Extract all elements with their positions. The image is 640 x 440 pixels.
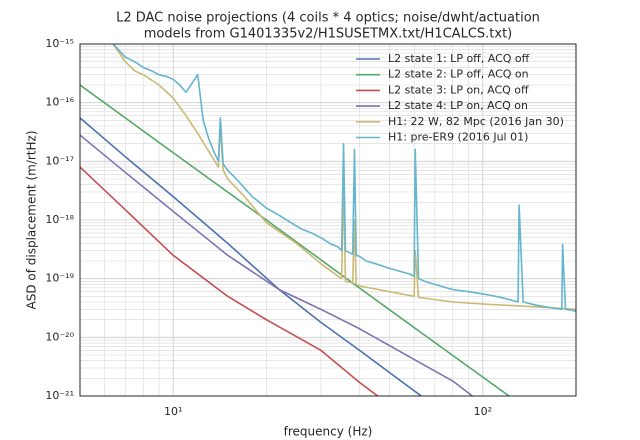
- series-line: [112, 44, 576, 312]
- plot-area: [80, 44, 576, 396]
- x-axis-label: frequency (Hz): [284, 425, 373, 439]
- x-tick-label: 10²: [474, 405, 492, 418]
- y-axis-label: ASD of displacement (m/rtHz): [25, 130, 39, 309]
- legend-label: L2 state 3: LP on, ACQ off: [388, 83, 529, 96]
- chart-title: L2 DAC noise projections (4 coils * 4 op…: [116, 11, 540, 26]
- legend-label: L2 state 1: LP off, ACQ off: [388, 52, 530, 65]
- legend: L2 state 1: LP off, ACQ off L2 state 2: L…: [356, 52, 564, 144]
- series-line: [80, 84, 511, 396]
- y-tick-label: 10⁻¹⁸: [45, 213, 74, 226]
- chart-subtitle: models from G1401335v2/H1SUSETMX.txt/H1C…: [144, 27, 513, 42]
- y-tick-label: 10⁻²¹: [45, 389, 74, 402]
- legend-label: L2 state 4: LP on, ACQ on: [388, 99, 528, 112]
- legend-label: H1: pre-ER9 (2016 Jul 01): [388, 131, 528, 144]
- series-line: [80, 134, 474, 396]
- legend-label: L2 state 2: LP off, ACQ on: [388, 68, 529, 81]
- y-tick-label: 10⁻¹⁶: [45, 96, 74, 109]
- y-tick-label: 10⁻²⁰: [45, 330, 74, 343]
- y-tick-label: 10⁻¹⁵: [45, 37, 74, 50]
- legend-label: H1: 22 W, 82 Mpc (2016 Jan 30): [388, 115, 564, 128]
- plot-frame: [79, 43, 577, 397]
- y-tick-label: 10⁻¹⁹: [45, 272, 74, 285]
- y-tick-label: 10⁻¹⁷: [45, 154, 74, 167]
- series-line: [80, 166, 380, 396]
- series-line: [80, 117, 423, 396]
- grid: [80, 43, 577, 397]
- x-tick-label: 10¹: [164, 405, 182, 418]
